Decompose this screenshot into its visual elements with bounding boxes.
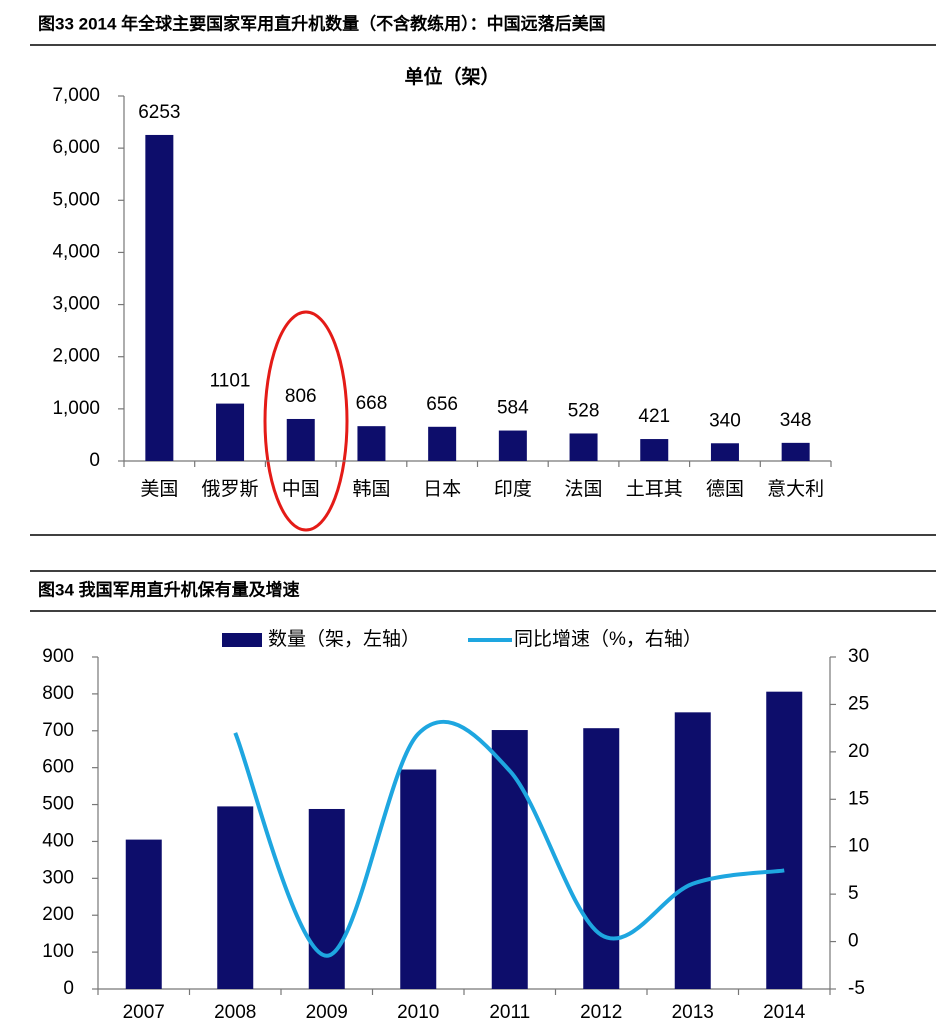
data-label: 421 — [638, 406, 670, 427]
x-tick-label: 意大利 — [767, 478, 824, 500]
x-tick-label: 中国 — [282, 478, 320, 500]
bar — [766, 691, 803, 989]
data-label: 656 — [426, 394, 458, 415]
y-tick-label: 2,000 — [52, 346, 100, 367]
data-label: 348 — [780, 410, 812, 431]
y-tick-label: 7,000 — [52, 85, 100, 106]
y-tick-label: 100 — [42, 941, 74, 962]
y-tick-label: 400 — [42, 830, 74, 851]
data-label: 806 — [285, 386, 317, 407]
y2-tick-label: 0 — [848, 931, 859, 952]
data-label: 6253 — [138, 102, 180, 123]
bar — [400, 769, 437, 989]
data-label: 528 — [568, 400, 600, 421]
y-tick-label: 4,000 — [52, 241, 100, 262]
data-label: 1101 — [210, 371, 251, 392]
x-tick-label: 德国 — [706, 478, 744, 500]
x-tick-label: 土耳其 — [626, 478, 683, 500]
x-tick-label: 法国 — [565, 478, 603, 500]
y-tick-label: 5,000 — [52, 189, 100, 210]
bar — [216, 403, 245, 461]
bar — [674, 712, 711, 989]
data-label: 668 — [356, 393, 388, 414]
y-tick-label: 600 — [42, 757, 74, 778]
y2-tick-label: 5 — [848, 883, 859, 904]
bar — [308, 808, 345, 989]
bar — [569, 433, 598, 461]
bar — [781, 442, 810, 461]
y2-tick-label: -5 — [848, 978, 865, 999]
y-tick-label: 700 — [42, 720, 74, 741]
bar — [217, 806, 254, 989]
x-tick-label: 韩国 — [352, 478, 390, 500]
chart-title: 图34 我国军用直升机保有量及增速 — [38, 579, 300, 599]
y-tick-label: 300 — [42, 867, 74, 888]
y-tick-label: 0 — [63, 978, 74, 999]
x-tick-label: 俄罗斯 — [202, 478, 259, 500]
bar — [145, 134, 174, 461]
x-tick-label: 2013 — [672, 1002, 714, 1023]
y-tick-label: 500 — [42, 794, 74, 815]
y2-tick-label: 20 — [848, 741, 869, 762]
x-tick-label: 2012 — [580, 1002, 622, 1023]
x-tick-label: 2011 — [489, 1002, 530, 1023]
y-tick-label: 3,000 — [52, 294, 100, 315]
x-tick-label: 2008 — [214, 1002, 256, 1023]
y-tick-label: 6,000 — [52, 137, 100, 158]
bar — [498, 430, 527, 461]
y2-tick-label: 25 — [848, 693, 869, 714]
y-tick-label: 800 — [42, 683, 74, 704]
x-tick-label: 印度 — [494, 478, 532, 500]
line — [233, 719, 785, 958]
x-tick-label: 2009 — [306, 1002, 348, 1023]
legend-swatch — [222, 633, 262, 647]
legend-label: 同比增速（%，右轴） — [514, 628, 702, 650]
x-tick-label: 日本 — [423, 478, 461, 500]
x-tick-label: 2014 — [763, 1002, 806, 1023]
bar — [583, 728, 620, 989]
highlight-ellipse — [263, 310, 349, 532]
data-label: 340 — [709, 410, 741, 431]
y2-tick-label: 30 — [848, 646, 869, 667]
y-tick-label: 0 — [89, 450, 100, 471]
bar — [710, 443, 739, 461]
bar — [357, 426, 386, 461]
chart-title: 图33 2014 年全球主要国家军用直升机数量（不含教练用）：中国远落后美国 — [38, 13, 606, 33]
x-tick-label: 2010 — [397, 1002, 439, 1023]
y-tick-label: 200 — [42, 904, 74, 925]
data-label: 584 — [497, 398, 529, 419]
x-tick-label: 2007 — [123, 1002, 165, 1023]
y-tick-label: 1,000 — [52, 398, 100, 419]
y2-tick-label: 15 — [848, 788, 869, 809]
bar — [640, 439, 669, 461]
bar — [428, 426, 457, 461]
x-tick-label: 美国 — [140, 478, 178, 500]
bar — [125, 839, 162, 989]
chart-subtitle: 单位（架） — [404, 65, 499, 88]
bar — [286, 418, 315, 461]
legend-label: 数量（架，左轴） — [268, 628, 420, 650]
y-tick-label: 900 — [42, 646, 74, 667]
y2-tick-label: 10 — [848, 836, 869, 857]
